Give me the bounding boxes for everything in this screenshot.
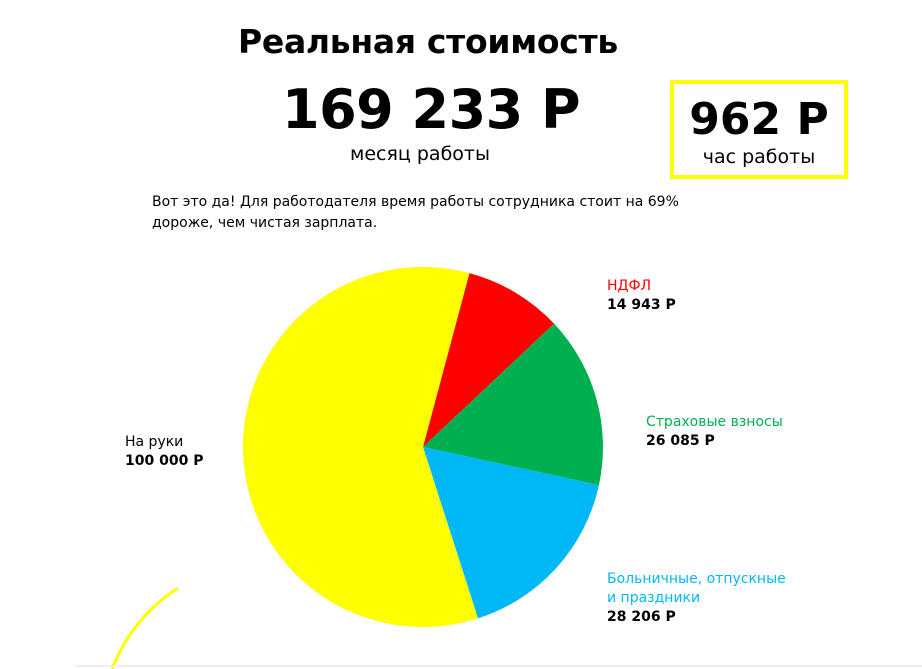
- slice-name-insurance: Страховые взносы: [646, 414, 783, 430]
- pie-slice-sick-vacation: [423, 447, 599, 619]
- slice-name-ndfl: НДФЛ: [607, 278, 652, 294]
- hourly-cost-label: час работы: [702, 146, 816, 168]
- slice-label-insurance: Страховые взносы 26 085 Р: [646, 413, 783, 451]
- pie-slice-ndfl: [423, 273, 555, 447]
- pie-slice-insurance: [423, 323, 603, 486]
- intro-text: Вот это да! Для работодателя время работ…: [152, 194, 679, 231]
- hourly-cost-value: 962 Р: [689, 94, 829, 145]
- pie-slice-take-home: [242, 267, 478, 628]
- monthly-cost-label: месяц работы: [350, 143, 490, 165]
- slice-value-sick-vacation: 28 206 Р: [607, 609, 676, 625]
- slice-name-take-home: На руки: [125, 434, 184, 450]
- hourly-cost-box: 962 Р час работы: [670, 80, 848, 179]
- slice-label-take-home: На руки 100 000 Р: [125, 433, 203, 471]
- slice-name-sick-vacation: Больничные, отпускные и праздники: [607, 571, 786, 606]
- slice-value-take-home: 100 000 Р: [125, 453, 204, 469]
- slice-value-ndfl: 14 943 Р: [607, 297, 676, 313]
- monthly-cost-value: 169 233 Р: [282, 78, 581, 141]
- slice-label-ndfl: НДФЛ 14 943 Р: [607, 277, 676, 315]
- slice-value-insurance: 26 085 Р: [646, 433, 715, 449]
- decorative-arc: [110, 586, 179, 669]
- slice-label-sick-vacation: Больничные, отпускные и праздники 28 206…: [607, 570, 786, 627]
- page-title: Реальная стоимость: [238, 22, 618, 61]
